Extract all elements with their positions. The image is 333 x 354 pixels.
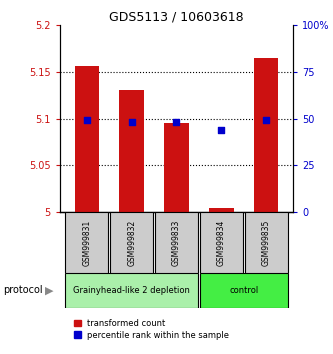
Bar [110, 212, 153, 273]
Bar [65, 212, 108, 273]
Bar [65, 273, 198, 308]
Text: protocol: protocol [3, 285, 43, 295]
Title: GDS5113 / 10603618: GDS5113 / 10603618 [109, 11, 244, 24]
Bar [254, 58, 278, 212]
Bar [209, 208, 234, 212]
Point [129, 120, 134, 125]
Bar [75, 66, 99, 212]
Text: Grainyhead-like 2 depletion: Grainyhead-like 2 depletion [73, 286, 190, 295]
Bar [200, 212, 243, 273]
Legend: transformed count, percentile rank within the sample: transformed count, percentile rank withi… [71, 316, 233, 343]
Point [84, 118, 90, 123]
Text: GSM999831: GSM999831 [82, 219, 91, 266]
Text: GSM999835: GSM999835 [262, 219, 271, 266]
Text: GSM999833: GSM999833 [172, 219, 181, 266]
Bar [164, 123, 189, 212]
Text: control: control [229, 286, 258, 295]
Point [174, 120, 179, 125]
Bar [119, 90, 144, 212]
Bar [155, 212, 198, 273]
Bar [245, 212, 288, 273]
Text: ▶: ▶ [45, 285, 54, 295]
Point [219, 127, 224, 133]
Text: GSM999834: GSM999834 [217, 219, 226, 266]
Text: GSM999832: GSM999832 [127, 219, 136, 266]
Point [263, 118, 269, 123]
Bar [200, 273, 288, 308]
